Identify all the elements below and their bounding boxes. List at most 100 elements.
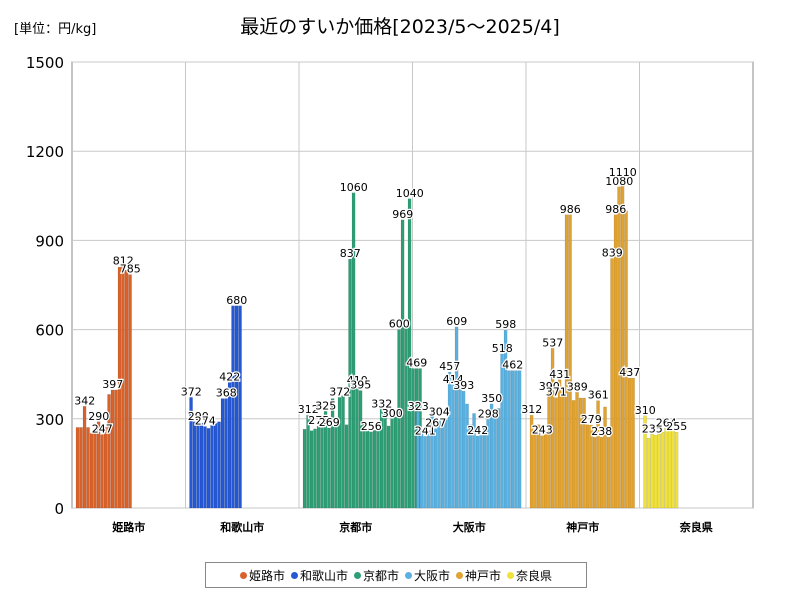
y-tick-label: 1200 [26,143,64,161]
legend-marker-icon [507,571,515,579]
bar [472,413,476,509]
bar [646,437,651,509]
bar [121,266,125,509]
bar [327,427,331,509]
x-tick-label: 京都市 [339,520,372,534]
bar [210,425,214,509]
bar [227,382,232,509]
data-label: 312 [521,403,542,416]
bar [631,377,635,509]
data-label: 371 [546,386,567,399]
bar [571,400,576,509]
legend-item-osaka: 大阪市 [405,567,450,584]
data-label: 332 [371,397,392,410]
bar [482,428,487,509]
bar [451,384,455,509]
bar [507,370,511,509]
data-label: 372 [329,385,350,398]
bar [404,324,408,509]
legend-item-kyoto: 京都市 [353,567,399,584]
bar [468,424,473,509]
bar [82,406,87,509]
data-label: 414 [443,373,464,386]
bar [189,397,193,509]
bar [461,390,466,509]
x-tick-label: 姫路市 [112,520,145,534]
data-label: 410 [347,374,368,387]
bar [582,397,586,509]
bar [390,418,394,509]
bar [355,385,359,509]
bar [386,425,391,509]
data-label: 397 [102,378,123,391]
bar [627,377,632,509]
bar [348,258,352,509]
bar [536,424,541,509]
bar [650,434,654,509]
bar [430,412,434,509]
data-label: 275 [308,414,329,427]
data-label: 247 [92,423,113,436]
bar [624,210,628,509]
data-label: 986 [560,203,581,216]
bar [344,424,349,509]
bar [383,411,387,509]
bar [362,424,366,509]
data-label: 241 [415,424,436,437]
bar [561,391,565,509]
data-label: 969 [392,208,413,221]
data-label: 304 [429,406,450,419]
bar [107,394,111,509]
data-label: 238 [591,425,612,438]
bar [479,432,483,509]
bar [657,433,661,509]
bar [206,428,211,509]
data-label: 457 [439,360,460,373]
x-tick-label: 和歌山市 [220,520,264,534]
data-label: 422 [219,371,240,384]
data-label: 372 [181,385,202,398]
bar [117,267,122,509]
data-label: 469 [406,357,427,370]
bar [540,435,544,509]
bar [419,432,424,509]
bar [196,421,200,509]
x-tick-label: 奈良県 [679,520,713,534]
data-label: 609 [446,315,467,328]
data-label: 361 [588,389,609,402]
bar [671,430,675,509]
data-label: 1060 [340,181,368,194]
data-label: 255 [666,420,687,433]
data-label: 243 [532,424,553,437]
bar [496,408,501,509]
bar [316,426,321,509]
bar [465,403,469,509]
bar [411,368,415,509]
bar [330,398,335,509]
bar [500,353,504,509]
bar [400,219,405,509]
bar [547,391,551,509]
bar [550,348,555,509]
bar [643,415,647,509]
bar [93,430,97,509]
legend-marker-icon [456,571,464,579]
bar [489,403,494,509]
bar [224,398,228,509]
bar [124,269,129,509]
bar [379,409,384,509]
bar [503,330,508,509]
legend-label: 奈良県 [516,568,553,583]
data-label: 256 [361,420,382,433]
data-label: 1080 [605,175,633,188]
bar [510,370,515,509]
bar [309,430,314,509]
bar [554,397,558,509]
bar [444,419,448,509]
data-label: 235 [642,422,663,435]
legend-marker-icon [290,571,298,579]
data-label: 269 [319,416,340,429]
data-label: 462 [502,359,523,372]
data-label: 300 [382,407,403,420]
bar [533,433,537,509]
